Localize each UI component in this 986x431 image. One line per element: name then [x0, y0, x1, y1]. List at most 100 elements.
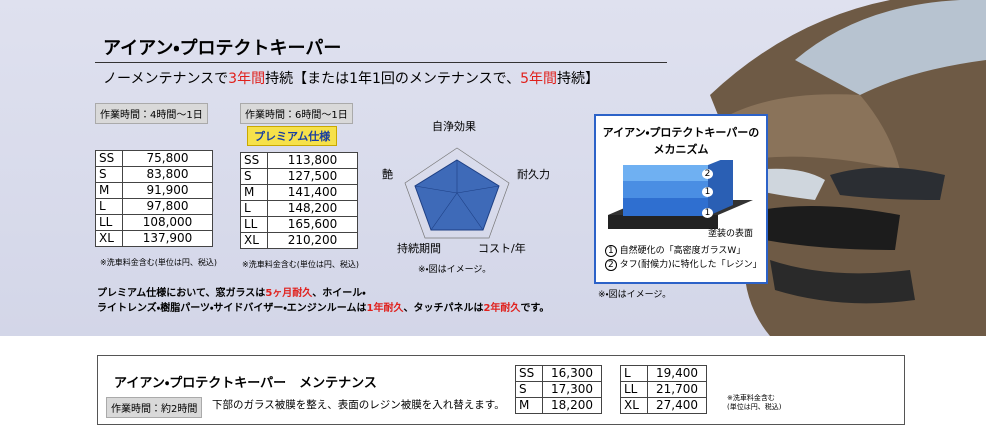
- price: 21,700: [647, 381, 707, 398]
- price-table: L 19,400 LL 21,700 XL 27,400: [620, 365, 707, 414]
- price: 165,600: [267, 216, 358, 233]
- radar-label: 耐久力: [517, 168, 550, 181]
- price: 113,800: [267, 152, 358, 169]
- note: ※・図はイメージ。: [598, 290, 672, 300]
- emphasis: 3年間: [228, 71, 266, 87]
- size: XL: [95, 230, 123, 247]
- text: ライトレンズ・樹脂パーツ・サイドバイザー・エンジンルームは: [97, 303, 367, 314]
- size: S: [515, 381, 543, 398]
- table-row: L 97,800: [95, 198, 213, 215]
- emphasis: 5ヶ月耐久: [265, 288, 313, 299]
- mechanism-legend: 1 自然硬化の「高密度ガラスW」 2 タフ(耐候力)に特化した「レジン」: [605, 244, 762, 272]
- base-label: 塗装の表面: [708, 229, 754, 239]
- note: ※洗車料金含む(単位は円、税込): [242, 260, 359, 269]
- price-table: SS 16,300 S 17,300 M 18,200: [515, 365, 602, 414]
- emphasis: 2年耐久: [483, 303, 521, 314]
- title-rule: [95, 62, 667, 63]
- price: 19,400: [647, 365, 707, 382]
- maintenance-title: アイアン・プロテクトキーパー メンテナンス: [114, 376, 377, 391]
- car-photo: [710, 0, 986, 336]
- note: ※・図はイメージ。: [418, 265, 492, 275]
- note: ※洗車料金含む(単位は円、税込): [100, 258, 217, 267]
- table-row: XL 137,900: [95, 230, 213, 247]
- legend-item: 2 タフ(耐候力)に特化した「レジン」: [605, 258, 762, 272]
- size: SS: [240, 152, 268, 169]
- legend-number: 1: [605, 245, 617, 257]
- work-time: 作業時間：約2時間: [106, 397, 203, 418]
- premium-text: プレミアム仕様において、窓ガラスは5ヶ月耐久、ホイール・: [97, 284, 366, 299]
- size: L: [240, 200, 268, 217]
- maintenance-box: [97, 355, 905, 425]
- table-row: S 17,300: [515, 381, 602, 398]
- table-row: S 127,500: [240, 168, 358, 185]
- layer-number: 1: [702, 187, 713, 197]
- size: M: [95, 182, 123, 199]
- size: S: [95, 166, 123, 183]
- table-row: LL 108,000: [95, 214, 213, 231]
- price-table: SS 75,800 S 83,800 M 91,900 L 97,800 LL 108,000 XL…: [95, 150, 213, 247]
- table-row: L 148,200: [240, 200, 358, 217]
- radar-label: コスト/年: [478, 242, 526, 255]
- text: アイアン・プロテクトキーパーの: [602, 126, 760, 139]
- table-row: LL 165,600: [240, 216, 358, 233]
- text: ※洗車料金含む: [727, 394, 775, 402]
- legend-number: 2: [605, 259, 617, 271]
- size: LL: [240, 216, 268, 233]
- size: M: [515, 397, 543, 414]
- table-row: SS 113,800: [240, 152, 358, 169]
- text: 持続【または1年1回のメンテナンスで、: [265, 71, 521, 87]
- layer-diagram: [608, 160, 753, 229]
- price: 27,400: [647, 397, 707, 414]
- radar-chart: [404, 147, 510, 239]
- description: 下部のガラス被膜を整え、表面のレジン被膜を入れ替えます。: [212, 399, 505, 411]
- table-row: L 19,400: [620, 365, 707, 382]
- price: 108,000: [122, 214, 213, 231]
- size: SS: [95, 150, 123, 167]
- mechanism-title: アイアン・プロテクトキーパーの メカニズム: [596, 124, 766, 158]
- work-time: 作業時間：4時間〜1日: [95, 103, 208, 124]
- note: ※洗車料金含む(単位は円、税込): [727, 394, 781, 412]
- price: 83,800: [122, 166, 213, 183]
- table-row: XL 27,400: [620, 397, 707, 414]
- work-time: 作業時間：6時間〜1日: [240, 103, 353, 124]
- legend-text: 自然硬化の「高密度ガラスW」: [619, 246, 746, 256]
- table-row: M 141,400: [240, 184, 358, 201]
- price-table: SS 113,800 S 127,500 M 141,400 L 148,200 LL 165,6…: [240, 152, 358, 249]
- price: 141,400: [267, 184, 358, 201]
- legend-item: 1 自然硬化の「高密度ガラスW」: [605, 244, 762, 258]
- emphasis: 1年耐久: [366, 303, 404, 314]
- text: 、ホイール・: [312, 288, 366, 299]
- text: メカニズム: [653, 143, 709, 156]
- size: XL: [620, 397, 648, 414]
- premium-badge: プレミアム仕様: [247, 126, 338, 146]
- price: 91,900: [122, 182, 213, 199]
- price: 127,500: [267, 168, 358, 185]
- table-row: XL 210,200: [240, 232, 358, 249]
- subtitle: ノーメンテナンスで3年間持続【または1年1回のメンテナンスで、5年間持続】: [103, 68, 599, 88]
- radar-label: 艶: [382, 168, 393, 181]
- size: LL: [95, 214, 123, 231]
- price: 18,200: [542, 397, 602, 414]
- price: 137,900: [122, 230, 213, 247]
- emphasis: 5年間: [520, 71, 557, 87]
- text: 持続】: [557, 71, 599, 87]
- table-row: SS 75,800: [95, 150, 213, 167]
- radar-label: 自浄効果: [432, 120, 476, 133]
- size: L: [95, 198, 123, 215]
- size: LL: [620, 381, 648, 398]
- price: 148,200: [267, 200, 358, 217]
- table-row: SS 16,300: [515, 365, 602, 382]
- text: です。: [520, 303, 550, 314]
- size: M: [240, 184, 268, 201]
- layer-number: 1: [702, 208, 713, 218]
- size: L: [620, 365, 648, 382]
- text: (単位は円、税込): [727, 403, 782, 411]
- price: 16,300: [542, 365, 602, 382]
- table-row: S 83,800: [95, 166, 213, 183]
- size: S: [240, 168, 268, 185]
- title: アイアン・プロテクトキーパー: [103, 38, 342, 59]
- price: 75,800: [122, 150, 213, 167]
- legend-text: タフ(耐候力)に特化した「レジン」: [619, 260, 762, 270]
- size: XL: [240, 232, 268, 249]
